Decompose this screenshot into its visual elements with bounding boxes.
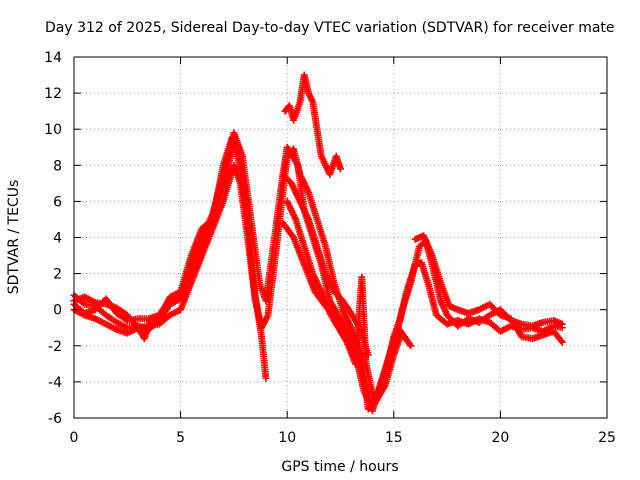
x-tick-label: 20 <box>491 430 509 446</box>
y-tick-label: 10 <box>44 122 62 138</box>
y-tick-label: 4 <box>53 231 62 247</box>
data-point <box>243 197 251 205</box>
data-markers <box>70 71 566 415</box>
y-tick-label: 14 <box>44 50 62 66</box>
plot-frame <box>73 56 608 419</box>
data-point <box>407 342 415 350</box>
x-tick-label: 0 <box>70 430 79 446</box>
series-track-6 <box>279 170 372 359</box>
x-tick-label: 10 <box>278 430 296 446</box>
data-point <box>262 374 270 382</box>
series-track-8 <box>411 232 566 346</box>
series-track-7 <box>281 71 344 178</box>
axis-ticks <box>73 56 608 419</box>
y-tick-label: 0 <box>53 303 62 319</box>
data-point <box>337 165 344 173</box>
series-track-9 <box>70 134 251 343</box>
y-tick-label: 6 <box>53 194 62 210</box>
y-tick-label: -4 <box>48 375 62 391</box>
data-point <box>233 142 241 150</box>
x-tick-labels: 0 5 10 15 20 25 <box>70 430 616 446</box>
grid-lines <box>74 57 607 418</box>
y-tick-label: 2 <box>53 267 62 283</box>
y-axis-label: SDTVAR / TECUs <box>6 180 22 295</box>
data-point <box>406 340 414 348</box>
series-track-3 <box>70 129 566 409</box>
series-track-5 <box>283 197 404 408</box>
data-point <box>364 351 372 359</box>
data-point <box>558 320 566 328</box>
y-tick-label: 8 <box>53 158 62 174</box>
x-tick-label: 25 <box>598 430 616 446</box>
data-point <box>558 338 566 346</box>
x-axis-label: GPS time / hours <box>281 459 398 475</box>
chart-title: Day 312 of 2025, Sidereal Day-to-day VTE… <box>45 20 615 36</box>
y-tick-labels: -6 -4 -2 0 2 4 6 8 10 12 14 <box>44 50 62 427</box>
x-tick-label: 15 <box>385 430 403 446</box>
data-point <box>396 333 404 341</box>
y-tick-label: 12 <box>44 86 62 102</box>
y-tick-label: -2 <box>48 339 62 355</box>
y-tick-label: -6 <box>48 411 62 427</box>
x-tick-label: 5 <box>176 430 185 446</box>
